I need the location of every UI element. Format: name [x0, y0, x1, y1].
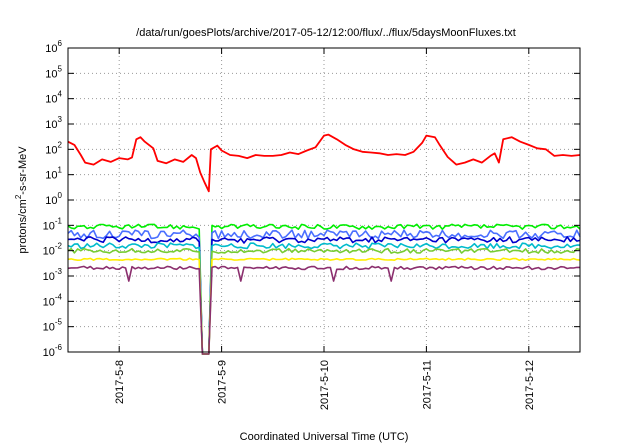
- x-tick-label: 2017-5-11: [421, 360, 433, 409]
- y-tick-label: 105: [45, 64, 62, 80]
- y-axis-label-part-3: -s-sr-MeV: [17, 146, 29, 195]
- y-axis-label: protons/cm2-s-sr-MeV: [14, 146, 29, 254]
- x-axis: 2017-5-8 2017-5-9 2017-5-10 2017-5-11 2017-5…: [114, 48, 536, 410]
- y-tick-label: 10-6: [43, 343, 63, 359]
- y-tick-label: 10-3: [43, 267, 63, 283]
- y-axis-label-part-1: protons/cm: [17, 199, 29, 253]
- y-tick-label: 100: [45, 191, 62, 207]
- y-tick-label: 102: [45, 140, 62, 156]
- y-tick-label: 104: [45, 90, 62, 106]
- chart-title: /data/run/goesPlots/archive/2017-05-12/1…: [136, 27, 516, 39]
- series-line-8: [67, 265, 580, 355]
- y-tick-label: 106: [45, 39, 62, 55]
- x-tick-label: 2017-5-9: [217, 360, 229, 404]
- series-line-7: [67, 257, 581, 355]
- y-tick-label: 103: [45, 115, 62, 131]
- y-axis-label-part-2: 2: [14, 194, 23, 199]
- series-line-6: [67, 247, 581, 355]
- series-line-2: [67, 223, 581, 355]
- series-line-5: [67, 242, 580, 355]
- series-line-1: [67, 133, 581, 193]
- series-line-3: [67, 229, 581, 355]
- y-tick-label: 10-4: [43, 292, 63, 308]
- series-layer: [67, 133, 581, 355]
- y-tick-label: 10-1: [43, 216, 63, 232]
- x-tick-label: 2017-5-12: [524, 360, 536, 410]
- x-axis-label: Coordinated Universal Time (UTC): [240, 431, 409, 443]
- grid: [68, 48, 580, 352]
- x-tick-label: 2017-5-10: [319, 360, 331, 410]
- series-line-4: [67, 236, 581, 355]
- x-tick-label: 2017-5-8: [114, 360, 126, 404]
- y-tick-label: 10-2: [43, 242, 63, 258]
- y-tick-label: 101: [45, 166, 62, 182]
- y-axis: 10-6 10-5 10-4 10-3 10-2 10-1 100 101 102 103 104 1…: [43, 39, 580, 359]
- y-tick-label: 10-5: [43, 318, 63, 334]
